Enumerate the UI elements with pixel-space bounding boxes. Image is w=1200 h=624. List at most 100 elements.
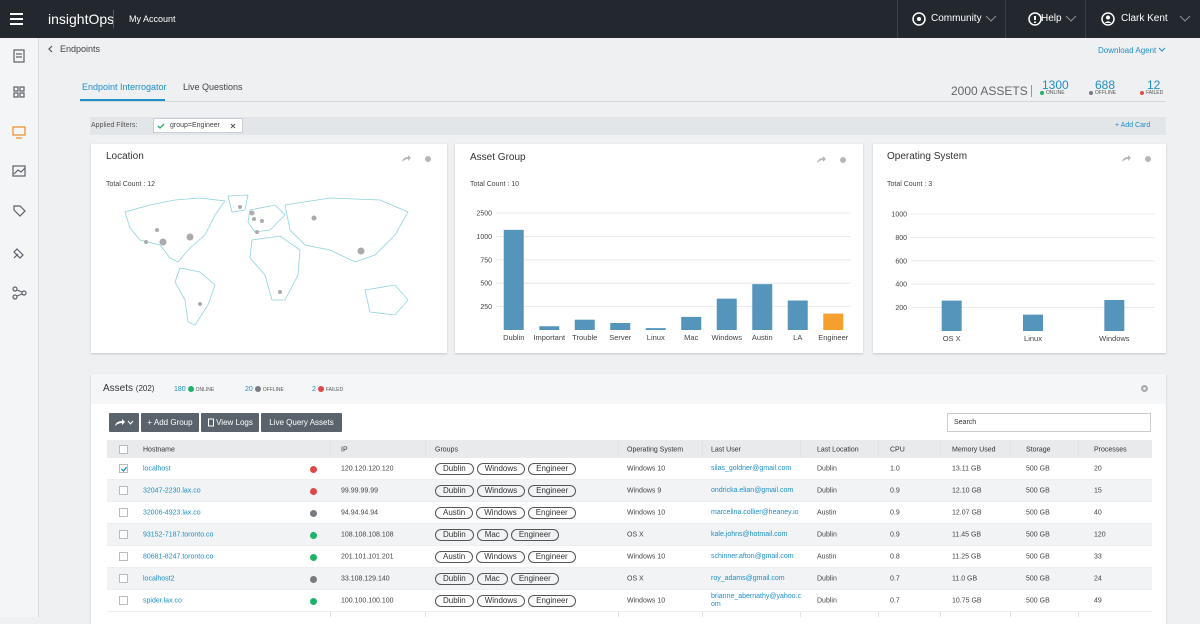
last-location: Dublin [817, 575, 837, 583]
user-name[interactable]: Clark Kent [1121, 13, 1168, 24]
assets-failed: 2 FAILED [312, 386, 343, 393]
last-location: Austin [817, 509, 837, 517]
hostname[interactable]: localhost2 [143, 575, 175, 583]
group-chip[interactable]: Windows [476, 551, 525, 563]
ip: 99.99.99.99 [341, 487, 378, 495]
check-mark [121, 466, 128, 472]
hostname[interactable]: spider.lax.co [143, 597, 182, 605]
os: Windows 10 [627, 465, 666, 473]
row-checkbox[interactable] [119, 596, 128, 605]
memory-used: 12.10 GB [952, 487, 982, 495]
menu-icon[interactable] [10, 13, 23, 25]
last-location: Dublin [817, 487, 837, 495]
os: Windows 10 [627, 509, 666, 517]
group-chip[interactable]: Austin [435, 507, 474, 519]
hostname[interactable]: 32006-4923.lax.co [143, 509, 201, 517]
assets-offline-label: OFFLINE [262, 387, 284, 393]
hostname[interactable]: 32047-2230.lax.co [143, 487, 201, 495]
last-user[interactable]: brianne_abernathy@yahoo.com [711, 593, 802, 608]
view-logs-text: View Logs [216, 418, 253, 427]
my-account[interactable]: My Account [129, 14, 176, 24]
memory-used: 12.07 GB [952, 509, 982, 517]
checkbox[interactable] [119, 445, 128, 454]
assets-offline: 20 OFFLINE [245, 386, 284, 393]
status-dot [310, 487, 317, 495]
community[interactable]: Community [931, 13, 982, 24]
group-chip[interactable]: Engineer [528, 463, 577, 475]
divider [113, 10, 114, 28]
row-checkbox[interactable] [119, 464, 128, 473]
filter-bar [90, 117, 1166, 135]
last-user[interactable]: kale.johns@hotmail.com [711, 531, 788, 538]
os: Windows 10 [627, 597, 666, 605]
storage: 500 GB [1026, 553, 1050, 561]
assets-failed-label: FAILED [325, 387, 344, 393]
group-chip[interactable]: Engineer [510, 529, 559, 541]
last-user[interactable]: roy_adams@gmail.com [711, 575, 785, 582]
assets-title-text: Assets [103, 383, 134, 394]
filter-chip[interactable]: group=Engineer [153, 118, 243, 133]
last-user[interactable]: silas_goldner@gmail.com [711, 465, 792, 472]
hostname[interactable]: 80681-8247.toronto.co [143, 553, 214, 561]
table-row [107, 546, 1152, 568]
remove-icon[interactable] [226, 121, 240, 131]
cpu: 1.0 [890, 465, 900, 473]
last-user[interactable]: schinner.afton@gmail.com [711, 553, 794, 560]
breadcrumb[interactable]: Endpoints [60, 44, 101, 54]
processes: 15 [1094, 487, 1102, 495]
group-chips: Dublin Mac Engineer [435, 529, 562, 541]
group-chip[interactable]: Dublin [435, 573, 474, 585]
group-chip[interactable]: Engineer [510, 573, 559, 585]
status-dot [310, 575, 317, 583]
group-chip[interactable]: Windows [476, 463, 526, 475]
live-query-button[interactable]: Live Query Assets [261, 413, 342, 432]
row-checkbox[interactable] [119, 530, 128, 539]
last-user[interactable]: marcelina.collier@heaney.io [711, 509, 799, 516]
group-chip[interactable]: Dublin [435, 595, 474, 607]
table-row [107, 480, 1152, 502]
settings-icon[interactable] [1140, 384, 1149, 393]
tab-active[interactable]: Endpoint Interrogator [82, 82, 167, 92]
row-checkbox[interactable] [119, 508, 128, 517]
add-card[interactable]: + Add Card [1115, 122, 1151, 129]
assets-count: (202) [135, 384, 155, 393]
view-logs-button[interactable]: View Logs [201, 413, 259, 432]
group-chip[interactable]: Mac [476, 573, 508, 585]
search-box[interactable]: Search [947, 413, 1151, 432]
help[interactable]: Help [1041, 13, 1062, 24]
tab[interactable]: Live Questions [183, 82, 243, 92]
back-icon[interactable] [47, 45, 53, 53]
group-chip[interactable]: Windows [476, 595, 526, 607]
storage: 500 GB [1026, 465, 1050, 473]
row-checkbox[interactable] [119, 574, 128, 583]
hostname[interactable]: localhost [143, 465, 171, 473]
assets-failed-count: 2 [312, 386, 316, 393]
group-chip[interactable]: Engineer [528, 485, 577, 497]
group-chip[interactable]: Dublin [435, 485, 474, 497]
download-agent[interactable]: Download Agent [1098, 46, 1157, 55]
ip: 94.94.94.94 [341, 509, 378, 517]
group-chip[interactable]: Mac [476, 529, 508, 541]
row-checkbox[interactable] [119, 486, 128, 495]
offline-text: OFFLINE [1095, 90, 1117, 96]
memory-used: 13.11 GB [952, 465, 982, 473]
hostname[interactable]: 93152-7187.toronto.co [143, 531, 214, 539]
share-button[interactable] [109, 413, 139, 432]
chip-text: group=Engineer [170, 122, 221, 129]
sidebar-icons[interactable] [0, 38, 39, 617]
add-group-button[interactable]: + Add Group [141, 413, 199, 432]
group-chip[interactable]: Engineer [527, 507, 576, 519]
group-chip[interactable]: Austin [435, 551, 474, 563]
group-chip[interactable]: Windows [476, 507, 525, 519]
offline-label: OFFLINE [1089, 90, 1116, 96]
group-chip[interactable]: Windows [476, 485, 526, 497]
group-chip[interactable]: Engineer [528, 595, 577, 607]
group-chips: Dublin Windows Engineer [435, 485, 579, 497]
group-chip[interactable]: Engineer [527, 551, 576, 563]
group-chip[interactable]: Dublin [435, 463, 474, 475]
brand[interactable]: insightOps [48, 11, 115, 27]
column-header: Hostname [143, 446, 175, 454]
last-user[interactable]: ondricka.elian@gmail.com [711, 487, 794, 494]
row-checkbox[interactable] [119, 552, 128, 561]
group-chip[interactable]: Dublin [435, 529, 474, 541]
